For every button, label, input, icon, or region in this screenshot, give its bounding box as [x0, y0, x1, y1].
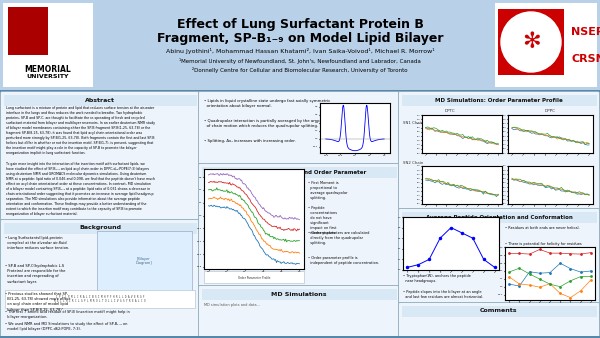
Text: CRSNG: CRSNG: [571, 53, 600, 64]
Text: Fragment, SP-B₁₋₉ on Model Lipid Bilayer: Fragment, SP-B₁₋₉ on Model Lipid Bilayer: [157, 32, 443, 45]
Text: ¹Memorial University of Newfoundland, St. John's, Newfoundland and Labrador, Can: ¹Memorial University of Newfoundland, St…: [179, 58, 421, 64]
Text: • We used NMR and MD Simulations to study the effect of SP-B₁₋₉ on
  model lipid: • We used NMR and MD Simulations to stud…: [5, 322, 127, 331]
Bar: [495, 3, 597, 87]
Bar: [4, 222, 197, 234]
Text: • Peptide
  concentrations
  do not have
  significant
  impact on first
  momen: • Peptide concentrations do not have sig…: [308, 206, 337, 235]
FancyBboxPatch shape: [398, 303, 599, 338]
Bar: [401, 212, 596, 222]
Text: MD Simulations: MD Simulations: [271, 291, 327, 296]
Text: Abstract: Abstract: [85, 97, 115, 102]
Bar: [0, 90, 600, 93]
Text: ²Donnelly Centre for Cellular and Biomolecular Research, University of Toronto: ²Donnelly Centre for Cellular and Biomol…: [192, 67, 408, 73]
Text: • The first 7 amino acid residue of SP-B (insertion motif) might help in
  bilay: • The first 7 amino acid residue of SP-B…: [5, 310, 130, 319]
FancyBboxPatch shape: [1, 92, 199, 220]
Bar: [5, 290, 195, 308]
Text: First Moment Plot: First Moment Plot: [238, 262, 269, 266]
Bar: [401, 95, 596, 105]
Bar: [97, 231, 192, 291]
FancyBboxPatch shape: [199, 164, 400, 287]
Bar: [422, 166, 502, 204]
Bar: [401, 306, 596, 316]
FancyBboxPatch shape: [398, 92, 599, 210]
Circle shape: [501, 12, 561, 72]
Bar: [0, 0, 600, 90]
Text: Abinu Jyothini¹, Mohammad Hassan Khatami², Ivan Saika-Voivod¹, Michael R. Morrow: Abinu Jyothini¹, Mohammad Hassan Khatami…: [166, 48, 434, 54]
FancyBboxPatch shape: [199, 92, 400, 165]
Text: MD simulation plots and data...: MD simulation plots and data...: [204, 303, 260, 307]
Text: MEMORIAL: MEMORIAL: [25, 65, 71, 73]
Text: DPTC: DPTC: [445, 109, 455, 113]
Bar: [204, 271, 304, 283]
Text: • Lung Surfactants(lipid-protein
  complex) at the alveolar air-fluid
  interfac: • Lung Surfactants(lipid-protein complex…: [5, 236, 69, 250]
Text: • Order parameter profile is
  independent of peptide concentration.: • Order parameter profile is independent…: [308, 256, 379, 265]
Bar: [0, 336, 600, 338]
Text: • Order parameters are calculated
  directly from the quadrupolar
  splitting.: • Order parameters are calculated direct…: [308, 231, 370, 245]
Text: SN1 Chain: SN1 Chain: [403, 121, 424, 125]
Text: Background: Background: [79, 225, 121, 231]
Bar: [508, 115, 593, 153]
Text: UNIVERSITY: UNIVERSITY: [27, 74, 69, 79]
FancyBboxPatch shape: [398, 209, 599, 304]
Text: DPPC: DPPC: [545, 109, 556, 113]
Bar: [8, 7, 63, 55]
Text: [Bilayer
Diagram]: [Bilayer Diagram]: [136, 257, 152, 265]
Text: • Quadrupolar interaction is partially averaged by the amplitudes
  of chain mot: • Quadrupolar interaction is partially a…: [204, 119, 333, 128]
Bar: [48, 7, 63, 55]
Text: • Peptide slopes into the bilayer at an angle
  and last few residues are almost: • Peptide slopes into the bilayer at an …: [403, 290, 483, 299]
Bar: [320, 103, 390, 153]
Text: Comments: Comments: [480, 309, 518, 314]
Text: ²H NMR First Moment and Order Parameter: ²H NMR First Moment and Order Parameter: [232, 169, 366, 174]
Text: • SP-B and SP-C(hydrophobic L-S
  Proteins) are responsible for the
  insertion : • SP-B and SP-C(hydrophobic L-S Proteins…: [5, 264, 65, 284]
Text: Order Parameter Profile: Order Parameter Profile: [238, 276, 270, 280]
Text: • Lipids in liquid crystalline state undergo fast axially symmetric
  orientatio: • Lipids in liquid crystalline state und…: [204, 99, 330, 108]
FancyBboxPatch shape: [199, 286, 400, 338]
Text: ✻: ✻: [521, 32, 541, 52]
Text: • Splitting, Δν₄ increases with increasing order.: • Splitting, Δν₄ increases with increasi…: [204, 139, 296, 143]
Bar: [505, 247, 595, 300]
Bar: [202, 167, 397, 177]
Text: • There is potential for helicity for residues
  5-7, L, P and Y.: • There is potential for helicity for re…: [505, 242, 582, 251]
Text: Lung surfactant is a mixture of protein and lipid that reduces surface tension a: Lung surfactant is a mixture of protein …: [6, 106, 155, 216]
Bar: [403, 217, 499, 270]
Text: Average Peptide Orientation and Conformation: Average Peptide Orientation and Conforma…: [425, 215, 572, 219]
Text: • First Moment is
  proportional to
  average quadrupolar
  splitting.: • First Moment is proportional to averag…: [308, 181, 347, 200]
Bar: [508, 166, 593, 204]
Text: • Previous studies showed that SP-
  B(1-25, 63-78) showed more effect
  on acyl: • Previous studies showed that SP- B(1-2…: [5, 292, 71, 312]
Text: • Residues at both ends are never helical.: • Residues at both ends are never helica…: [505, 226, 580, 230]
Bar: [498, 9, 564, 75]
Text: I P I L P M L C R A L I N S I M H P F H R L L D A V E R G F
M E C L H L R C L G : I P I L P M L C R A L I N S I M H P F H …: [54, 295, 146, 303]
Bar: [422, 115, 502, 153]
Bar: [3, 3, 93, 87]
Text: • Tryptophan(W), anchors the peptide
  near headgroups.: • Tryptophan(W), anchors the peptide nea…: [403, 274, 471, 283]
Text: NSERC: NSERC: [571, 27, 600, 37]
Bar: [202, 289, 397, 299]
Bar: [4, 95, 197, 105]
Text: MD Simulations: Order Parameter Profile: MD Simulations: Order Parameter Profile: [435, 97, 563, 102]
Bar: [204, 169, 304, 269]
FancyBboxPatch shape: [1, 219, 199, 338]
Text: Effect of Lung Surfactant Protein B: Effect of Lung Surfactant Protein B: [176, 18, 424, 31]
Text: SN2 Chain: SN2 Chain: [403, 161, 424, 165]
